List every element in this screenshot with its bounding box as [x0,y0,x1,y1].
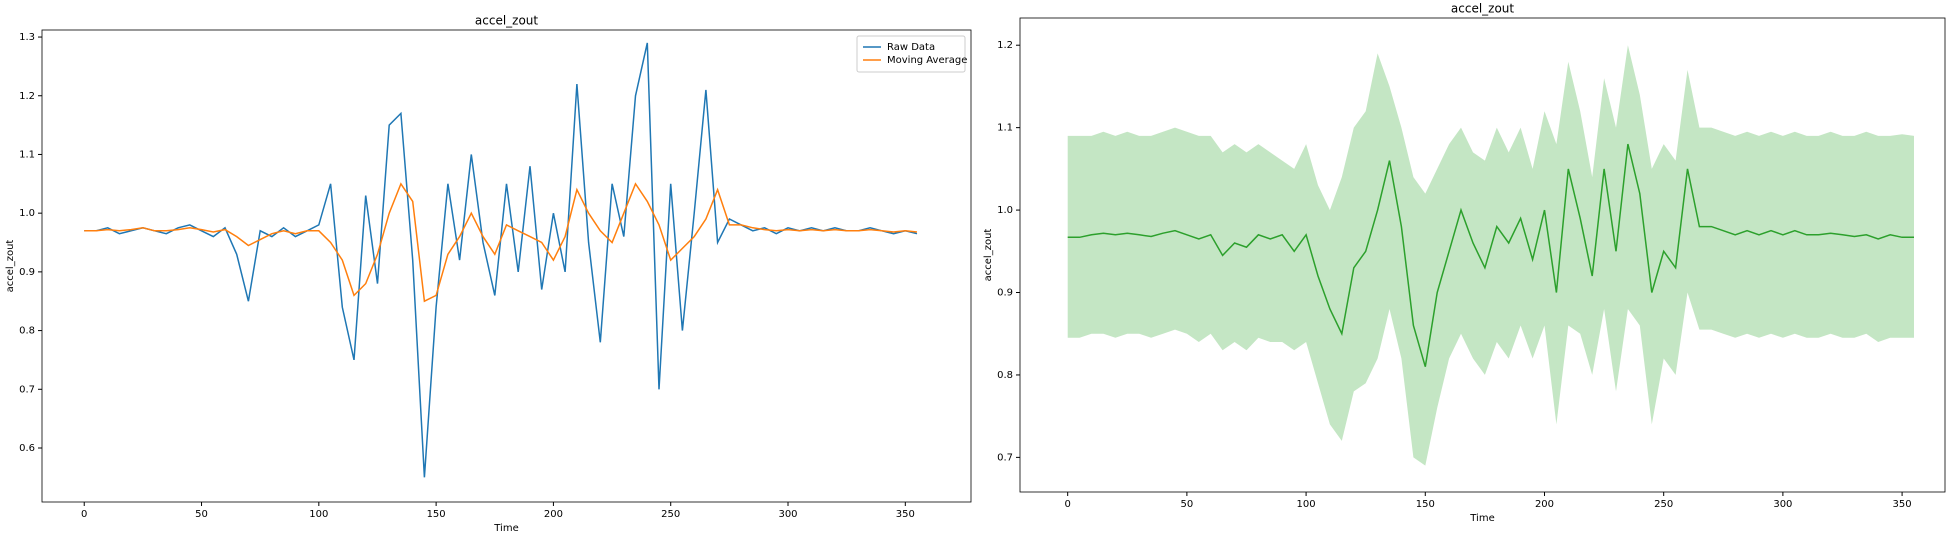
legend-label: Moving Average [887,55,967,66]
y-tick-label: 0.7 [19,384,35,395]
y-axis-label: accel_zout [983,229,994,282]
y-tick-label: 1.1 [997,123,1013,134]
x-tick-label: 200 [1535,499,1554,510]
y-tick-label: 1.3 [19,32,35,43]
x-tick-label: 0 [81,509,87,520]
y-tick-label: 1.2 [997,40,1013,51]
legend-box [856,35,966,73]
y-tick-label: 0.6 [19,443,35,454]
y-tick-label: 0.9 [997,288,1013,299]
legend-label: Raw Data [887,42,935,53]
data-line [84,182,918,303]
x-axis-label: Time [1469,513,1494,524]
data-line [1067,143,1914,367]
x-tick-label: 200 [544,509,563,520]
y-tick-label: 0.8 [19,326,35,337]
x-tick-label: 100 [1297,499,1316,510]
y-tick-label: 0.9 [19,267,35,278]
data-line [84,42,918,478]
plot-frame [41,29,972,503]
x-tick-label: 0 [1064,499,1070,510]
confidence-band [1067,45,1914,466]
x-tick-label: 50 [195,509,208,520]
x-axis-label: Time [493,523,518,534]
x-tick-label: 300 [778,509,797,520]
chart-title: accel_zout [475,14,539,28]
x-tick-label: 50 [1181,499,1194,510]
chart-title: accel_zout [1451,2,1515,16]
y-tick-label: 1.1 [19,149,35,160]
x-tick-label: 350 [896,509,915,520]
x-tick-label: 250 [1654,499,1673,510]
x-tick-label: 150 [1416,499,1435,510]
x-tick-label: 150 [427,509,446,520]
y-tick-label: 1.0 [19,208,35,219]
x-tick-label: 350 [1893,499,1912,510]
y-axis-label: accel_zout [5,240,16,293]
y-tick-label: 0.8 [997,370,1013,381]
y-tick-label: 1.0 [997,205,1013,216]
x-tick-label: 250 [661,509,680,520]
x-tick-label: 300 [1773,499,1792,510]
plot-frame [1019,17,1946,493]
x-tick-label: 100 [309,509,328,520]
y-tick-label: 1.2 [19,91,35,102]
y-tick-label: 0.7 [997,452,1013,463]
